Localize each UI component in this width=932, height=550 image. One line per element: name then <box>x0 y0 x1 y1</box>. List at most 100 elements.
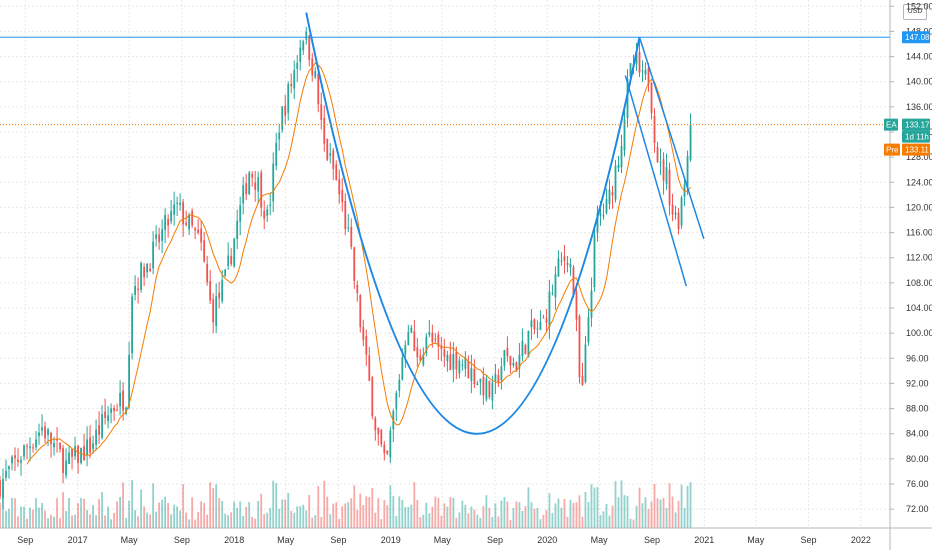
candle-body <box>359 295 362 328</box>
volume-bar <box>590 484 593 528</box>
time-tick-label: May <box>434 535 452 545</box>
volume-bar <box>44 510 46 528</box>
volume-bar <box>263 514 266 528</box>
candle-body <box>350 226 353 247</box>
candle-body <box>134 285 137 295</box>
volume-bar <box>341 506 344 528</box>
moving-average-line <box>26 62 691 465</box>
candle-body <box>287 84 290 113</box>
candle-body <box>602 215 605 217</box>
price-tick-label: 116.00 <box>906 228 932 238</box>
candle-body <box>356 284 359 294</box>
candle-body <box>308 35 311 60</box>
candle-body <box>149 268 152 271</box>
volume-bar <box>413 482 416 528</box>
volume-bar <box>206 514 209 528</box>
volume-bar <box>113 513 115 528</box>
channel-upper-line[interactable] <box>638 36 705 240</box>
candle-body <box>476 383 479 386</box>
candle-body <box>644 69 647 75</box>
cup-curve[interactable] <box>305 12 641 435</box>
time-tick-label: Sep <box>174 535 190 545</box>
volume-bar <box>170 514 173 528</box>
volume-bar <box>272 480 275 528</box>
volume-bar <box>518 502 521 528</box>
candle-body <box>320 104 323 120</box>
volume-bar <box>485 495 488 528</box>
volume-bar <box>185 512 188 528</box>
candle-body <box>182 202 185 225</box>
candle-body <box>53 442 55 448</box>
candle-body <box>116 409 118 411</box>
candle-body <box>206 263 209 283</box>
candle-body <box>335 164 338 181</box>
candle-body <box>530 320 533 328</box>
volume-bar <box>443 503 446 528</box>
volume-bar <box>17 516 19 528</box>
time-tick-label: 2018 <box>224 535 244 545</box>
candle-body <box>110 408 112 413</box>
candle-body <box>353 247 356 282</box>
candle-body <box>281 106 284 130</box>
volume-bar <box>317 485 320 528</box>
volume-bar <box>494 503 497 528</box>
volume-bar <box>473 509 476 528</box>
candle-body <box>251 174 254 178</box>
candle-body <box>32 447 34 449</box>
volume-bar <box>326 496 329 528</box>
candle-body <box>461 364 464 366</box>
time-axis[interactable]: Sep 2017 May Sep 2018 May Sep 2019 May Sep 2020 May… <box>0 527 932 545</box>
candle-body <box>332 150 335 169</box>
volume-bar <box>140 489 143 528</box>
volume-bar <box>59 518 61 528</box>
volume-bar <box>305 510 308 528</box>
volume-bar <box>548 493 551 528</box>
volume-bar <box>683 507 686 528</box>
candle-body <box>596 212 599 233</box>
volume-bar <box>641 503 644 528</box>
volume-bar <box>524 506 527 528</box>
price-axis[interactable]: 72.00 76.00 80.00 84.00 88.00 92.00 96.00 100.0… <box>889 0 932 550</box>
ma-line <box>26 62 691 465</box>
volume-bar <box>266 512 269 528</box>
candle-body <box>2 478 4 499</box>
candlesticks <box>0 26 692 509</box>
volume-bar <box>287 492 290 528</box>
candle-body <box>401 357 404 380</box>
trend-drawings[interactable] <box>305 12 705 435</box>
candle-body <box>638 51 641 73</box>
volume-bar <box>476 514 479 528</box>
candle-body <box>329 153 332 156</box>
candle-body <box>317 73 320 105</box>
volume-bar <box>176 506 179 528</box>
candle-body <box>683 184 686 197</box>
candle-body <box>575 292 578 320</box>
candle-body <box>140 263 143 290</box>
candle-body <box>137 288 140 290</box>
candle-body <box>614 165 617 200</box>
candle-body <box>125 407 128 414</box>
volume-bar <box>497 516 500 528</box>
volume-bar <box>401 499 404 528</box>
volume-bar <box>95 515 97 528</box>
channel-lower-line[interactable] <box>624 75 687 287</box>
volume-bar <box>182 484 185 528</box>
volume-bar <box>665 508 668 528</box>
currency-label[interactable]: USD <box>903 4 927 20</box>
volume-bar <box>686 485 689 528</box>
volume-bar <box>668 483 671 528</box>
candle-body <box>635 53 638 64</box>
candle-body <box>341 189 344 203</box>
candle-body <box>68 452 70 465</box>
volume-bar <box>563 498 566 528</box>
candle-body <box>305 32 308 40</box>
candle-body <box>212 298 215 323</box>
candle-body <box>452 354 455 370</box>
volume-bar <box>299 506 302 528</box>
premarket-price-tag-box <box>902 143 930 156</box>
volume-bar <box>35 498 37 528</box>
volume-bar <box>209 482 212 528</box>
volume-bar <box>56 498 58 528</box>
candle-body <box>665 167 668 185</box>
